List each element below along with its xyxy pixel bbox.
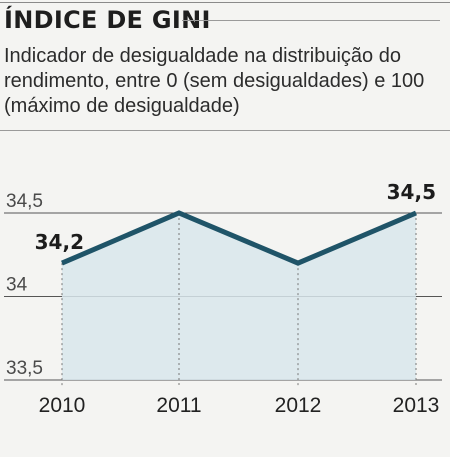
series-line bbox=[61, 210, 417, 266]
series-line-layer bbox=[61, 210, 417, 266]
x-tick-label: 2012 bbox=[275, 394, 322, 417]
x-tick-label: 2013 bbox=[393, 394, 440, 417]
chart-title: ÍNDICE DE GINI bbox=[4, 6, 211, 34]
y-tick-label: 34,5 bbox=[6, 191, 43, 212]
subtitle-rule bbox=[0, 130, 450, 131]
year-guides bbox=[61, 213, 417, 386]
area-fill bbox=[62, 213, 416, 380]
x-tick-label: 2010 bbox=[39, 394, 86, 417]
x-axis-ticks: 2010 2011 2012 2013 bbox=[39, 394, 440, 417]
y-axis-ticks: 34,5 34 33,5 bbox=[6, 191, 43, 379]
chart-subtitle: Indicador de desigualdade na distribuiçã… bbox=[4, 45, 425, 117]
data-label: 34,2 bbox=[35, 230, 84, 254]
data-label: 34,5 bbox=[387, 180, 436, 204]
top-rule bbox=[0, 2, 450, 3]
x-tick-label: 2011 bbox=[156, 394, 201, 417]
title-rule bbox=[182, 20, 440, 21]
y-tick-label: 33,5 bbox=[6, 358, 43, 379]
data-labels: 34,2 34,5 bbox=[35, 180, 436, 254]
area-fill-layer bbox=[62, 213, 416, 380]
y-tick-label: 34 bbox=[6, 275, 28, 296]
